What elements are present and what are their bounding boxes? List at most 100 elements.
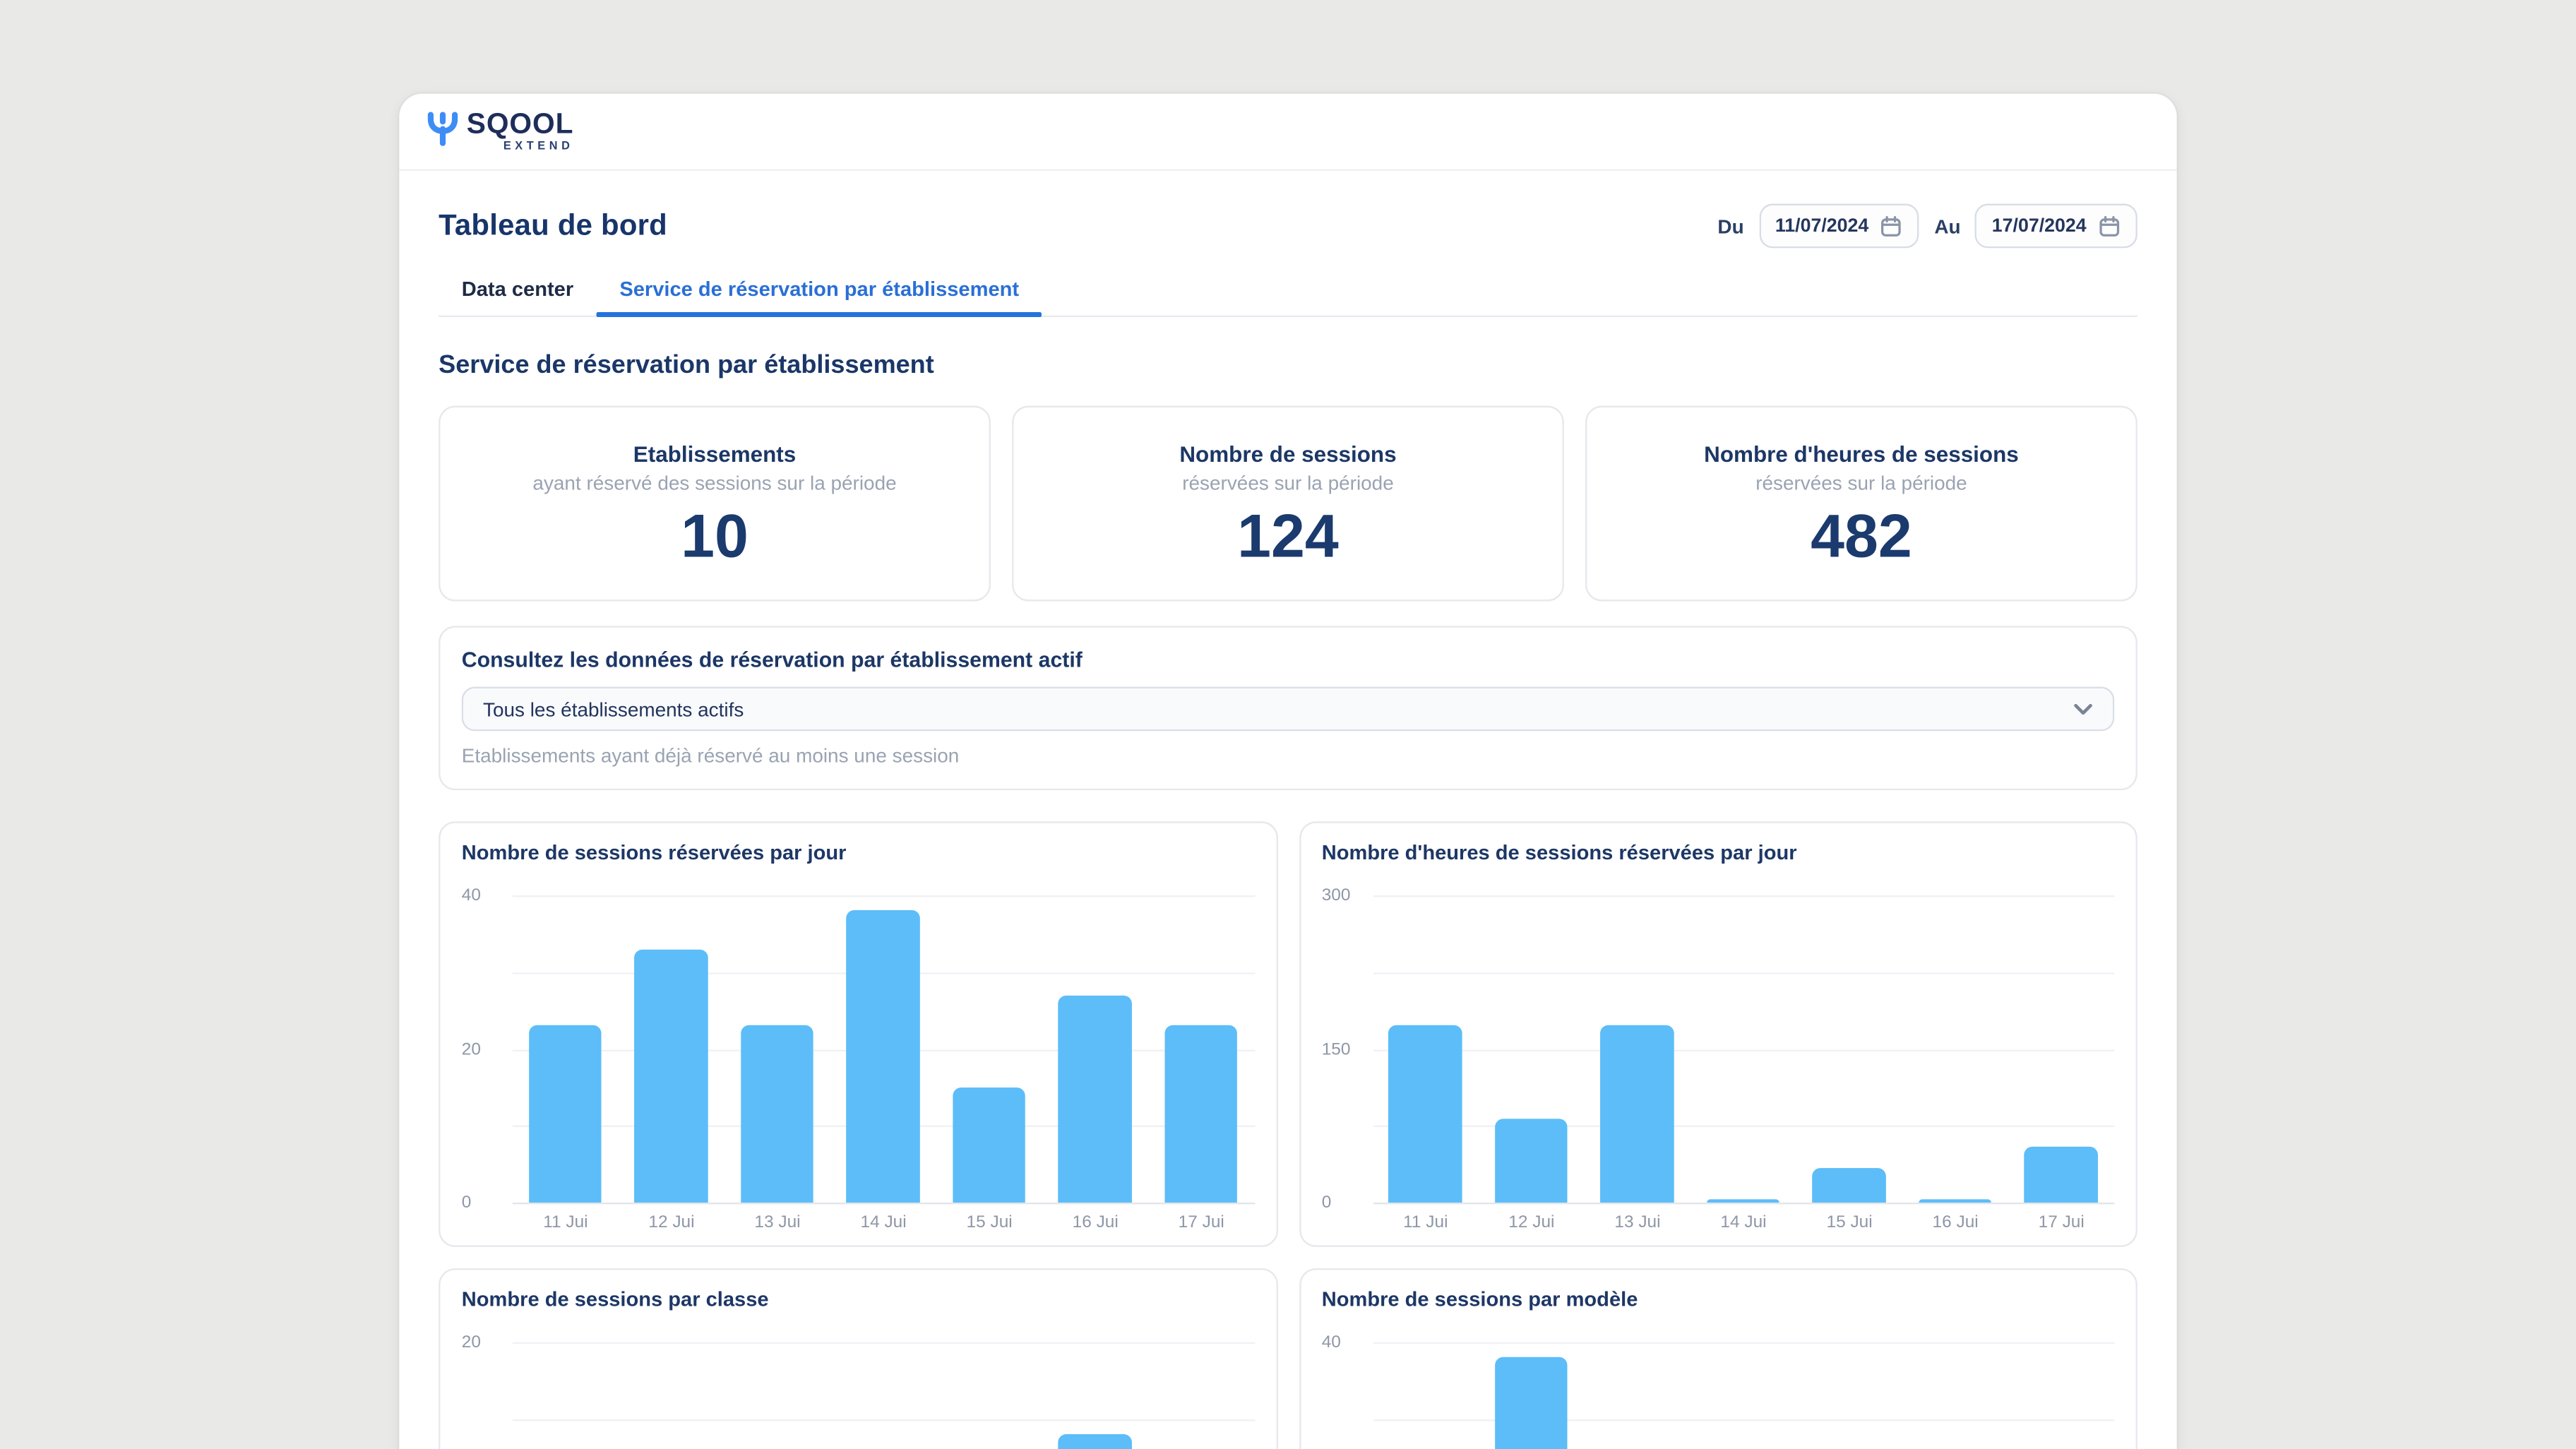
- chart-plot: 40 20 0 11 Jui 12 Jui 13 Jui 14 Jui 15 Jui 16 Ju…: [462, 886, 1255, 1232]
- bar: [741, 1025, 814, 1203]
- charts-grid: Nombre de sessions réservées par jour 40 2…: [439, 821, 2137, 1449]
- stat-title: Etablissements: [633, 441, 797, 466]
- gridline: [1372, 895, 2115, 898]
- bar: [1059, 1434, 1132, 1449]
- stat-subtitle: ayant réservé des sessions sur la périod…: [532, 470, 897, 494]
- page-title: Tableau de bord: [439, 208, 668, 242]
- bar: [1495, 1357, 1568, 1449]
- header-divider: [399, 169, 2177, 171]
- stat-subtitle: réservées sur la période: [1182, 470, 1394, 494]
- tab-service-reservation[interactable]: Service de réservation par établissement: [596, 271, 1043, 318]
- bar: [1495, 1119, 1568, 1203]
- y-axis-label: 20: [461, 1332, 481, 1352]
- x-axis-label: 14 Jui: [1720, 1212, 1767, 1232]
- x-axis-label: 14 Jui: [860, 1212, 907, 1232]
- chevron-down-icon: [2073, 703, 2093, 716]
- dashboard-card: SQOOL EXTEND Tableau de bord Du 11/07/20…: [399, 93, 2177, 1449]
- x-axis-label: 15 Jui: [966, 1212, 1013, 1232]
- toolbar: Tableau de bord Du 11/07/2024: [439, 203, 2137, 249]
- date-to-input[interactable]: 17/07/2024: [1975, 203, 2137, 249]
- x-axis-label: 17 Jui: [1178, 1212, 1224, 1232]
- stat-subtitle: réservées sur la période: [1755, 470, 1967, 494]
- gridline: [1372, 1203, 2115, 1205]
- stat-value: 124: [1237, 501, 1339, 570]
- gridline: [1372, 972, 2115, 974]
- x-axis-label: 12 Jui: [1508, 1212, 1555, 1232]
- chart-title: Nombre de sessions réservées par jour: [461, 841, 847, 864]
- content: Tableau de bord Du 11/07/2024: [399, 203, 2176, 1449]
- date-filters: Du 11/07/2024 Au: [1717, 203, 2137, 249]
- date-from-value: 11/07/2024: [1775, 215, 1869, 236]
- chart-plot: 20100: [462, 1332, 1255, 1449]
- y-axis-label: 40: [1321, 1332, 1341, 1352]
- bar: [529, 1025, 602, 1203]
- bar: [847, 910, 920, 1203]
- y-axis-label: 20: [461, 1039, 481, 1059]
- bar: [1059, 995, 1132, 1203]
- x-axis-label: 16 Jui: [1932, 1212, 1979, 1232]
- date-from-input[interactable]: 11/07/2024: [1758, 203, 1920, 249]
- chart-card: Nombre d'heures de sessions réservées pa…: [1299, 821, 2137, 1247]
- chart-title: Nombre d'heures de sessions réservées pa…: [1321, 841, 1797, 864]
- stat-title: Nombre de sessions: [1179, 441, 1397, 466]
- gridline: [512, 895, 1255, 898]
- x-axis-label: 13 Jui: [754, 1212, 801, 1232]
- sqool-logo: SQOOL EXTEND: [426, 109, 574, 153]
- date-to-label: Au: [1934, 214, 1961, 238]
- logo-text: SQOOL EXTEND: [467, 109, 574, 153]
- stat-card-sessions: Nombre de sessions réservées sur la péri…: [1012, 405, 1564, 602]
- x-axis-label: 17 Jui: [2038, 1212, 2085, 1232]
- date-from-label: Du: [1717, 214, 1744, 238]
- bar: [1164, 1025, 1239, 1203]
- bar: [1813, 1169, 1886, 1203]
- filter-help-text: Etablissements ayant déjà réservé au moi…: [461, 744, 960, 768]
- stat-card-heures: Nombre d'heures de sessions réservées su…: [1585, 405, 2137, 602]
- calendar-icon: [2098, 215, 2121, 238]
- bar: [635, 949, 708, 1203]
- chart-card: Nombre de sessions par classe 20100: [439, 1268, 1277, 1449]
- y-axis-label: 300: [1321, 886, 1351, 905]
- gridline: [1372, 1419, 2115, 1421]
- filter-title: Consultez les données de réservation par…: [461, 647, 1083, 672]
- bar: [1389, 1024, 1462, 1203]
- sqool-trident-icon: [426, 109, 460, 148]
- calendar-icon: [1880, 215, 1904, 238]
- gridline: [512, 1342, 1255, 1344]
- y-axis-label: 0: [1321, 1193, 1332, 1212]
- select-value: Tous les établissements actifs: [483, 697, 744, 721]
- bar: [2025, 1146, 2098, 1203]
- brand-subtitle: EXTEND: [503, 141, 574, 153]
- app-header: SQOOL EXTEND: [399, 94, 2176, 169]
- stat-title: Nombre d'heures de sessions: [1704, 441, 2019, 466]
- y-axis-label: 0: [461, 1193, 472, 1212]
- x-axis-label: 11 Jui: [1403, 1212, 1448, 1232]
- stat-value: 482: [1811, 501, 1912, 570]
- bar: [1707, 1199, 1780, 1203]
- tab-data-center[interactable]: Data center: [439, 271, 597, 316]
- stat-card-etablissements: Etablissements ayant réservé des session…: [439, 405, 991, 602]
- gridline: [1372, 1049, 2115, 1051]
- bar: [1919, 1199, 1992, 1203]
- stat-value: 10: [681, 501, 749, 570]
- y-axis-label: 150: [1321, 1039, 1351, 1059]
- chart-plot: 300 150 0 11 Jui 12 Jui 13 Jui 14 Jui 15 Jui 16 …: [1322, 886, 2115, 1232]
- chart-card: Nombre de sessions réservées par jour 40 2…: [439, 821, 1277, 1247]
- chart-title: Nombre de sessions par classe: [461, 1288, 769, 1311]
- x-axis-label: 13 Jui: [1614, 1212, 1661, 1232]
- x-axis-label: 16 Jui: [1072, 1212, 1119, 1232]
- gridline: [512, 1419, 1255, 1421]
- gridline: [512, 1203, 1255, 1205]
- brand-name: SQOOL: [466, 106, 574, 140]
- tabs: Data center Service de réservation par é…: [439, 271, 2137, 318]
- date-to-value: 17/07/2024: [1991, 215, 2087, 236]
- establishment-select[interactable]: Tous les établissements actifs: [461, 686, 2115, 732]
- section-title: Service de réservation par établissement: [439, 351, 934, 380]
- x-axis-label: 12 Jui: [648, 1212, 695, 1232]
- chart-title: Nombre de sessions par modèle: [1321, 1288, 1638, 1311]
- x-axis-label: 15 Jui: [1826, 1212, 1873, 1232]
- x-axis-label: 11 Jui: [543, 1212, 588, 1232]
- bar: [1601, 1024, 1674, 1203]
